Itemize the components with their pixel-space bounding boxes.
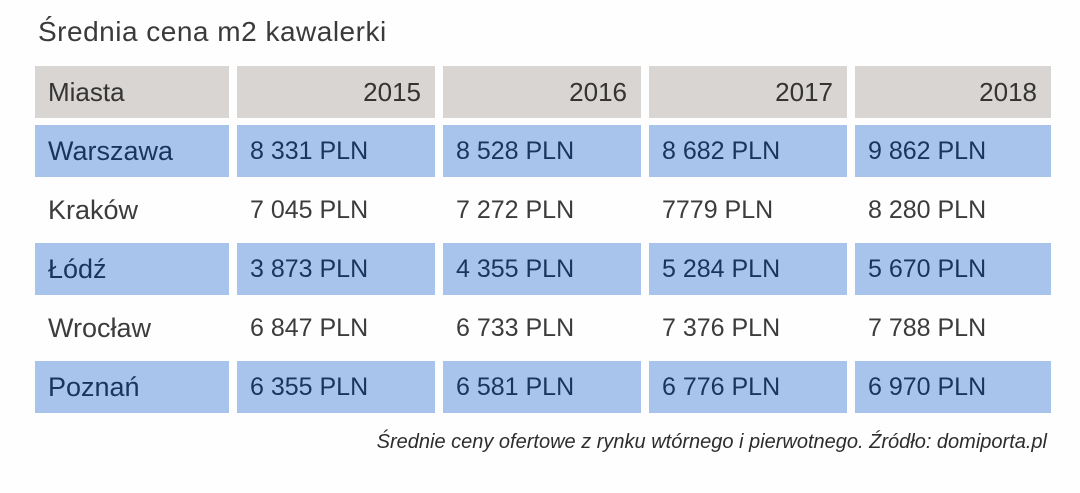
value-cell-lodz-2015: 3 873 PLN (237, 243, 435, 295)
value-cell-warszawa-2018: 9 862 PLN (855, 125, 1051, 177)
value-cell-krakow-2016: 7 272 PLN (456, 195, 575, 224)
value-cell-wroclaw-2017: 7 376 PLN (662, 313, 781, 342)
price-table: Miasta 2015 2016 2017 2018 Warszawa 8 33… (35, 66, 1051, 413)
value-cell-poznan-2015: 6 355 PLN (237, 361, 435, 413)
city-cell-lodz: Łódź (35, 243, 229, 295)
value-cell-krakow-2018: 8 280 PLN (868, 195, 987, 224)
city-cell-krakow: Kraków (48, 194, 139, 225)
value-cell-lodz-2017: 5 284 PLN (649, 243, 847, 295)
value-cell-warszawa-2015: 8 331 PLN (237, 125, 435, 177)
city-cell-wroclaw: Wrocław (48, 312, 152, 343)
value-cell-warszawa-2017: 8 682 PLN (649, 125, 847, 177)
value-cell-wroclaw-2016: 6 733 PLN (456, 313, 575, 342)
source-footnote: Średnie ceny ofertowe z rynku wtórnego i… (376, 431, 1047, 453)
value-cell-wroclaw-2015: 6 847 PLN (250, 313, 369, 342)
value-cell-poznan-2016: 6 581 PLN (443, 361, 641, 413)
value-cell-lodz-2016: 4 355 PLN (443, 243, 641, 295)
city-cell-warszawa: Warszawa (35, 125, 229, 177)
header-cell-miasta: Miasta (35, 66, 229, 118)
header-cell-2018: 2018 (855, 66, 1051, 118)
value-cell-lodz-2018: 5 670 PLN (855, 243, 1051, 295)
city-cell-poznan: Poznań (35, 361, 229, 413)
value-cell-poznan-2018: 6 970 PLN (855, 361, 1051, 413)
value-cell-krakow-2015: 7 045 PLN (250, 195, 369, 224)
header-cell-2016: 2016 (443, 66, 641, 118)
header-cell-2017: 2017 (649, 66, 847, 118)
page-title: Średnia cena m2 kawalerki (38, 16, 387, 47)
value-cell-warszawa-2016: 8 528 PLN (443, 125, 641, 177)
value-cell-wroclaw-2018: 7 788 PLN (868, 313, 987, 342)
value-cell-krakow-2017: 7779 PLN (662, 195, 774, 224)
value-cell-poznan-2017: 6 776 PLN (649, 361, 847, 413)
header-cell-2015: 2015 (237, 66, 435, 118)
